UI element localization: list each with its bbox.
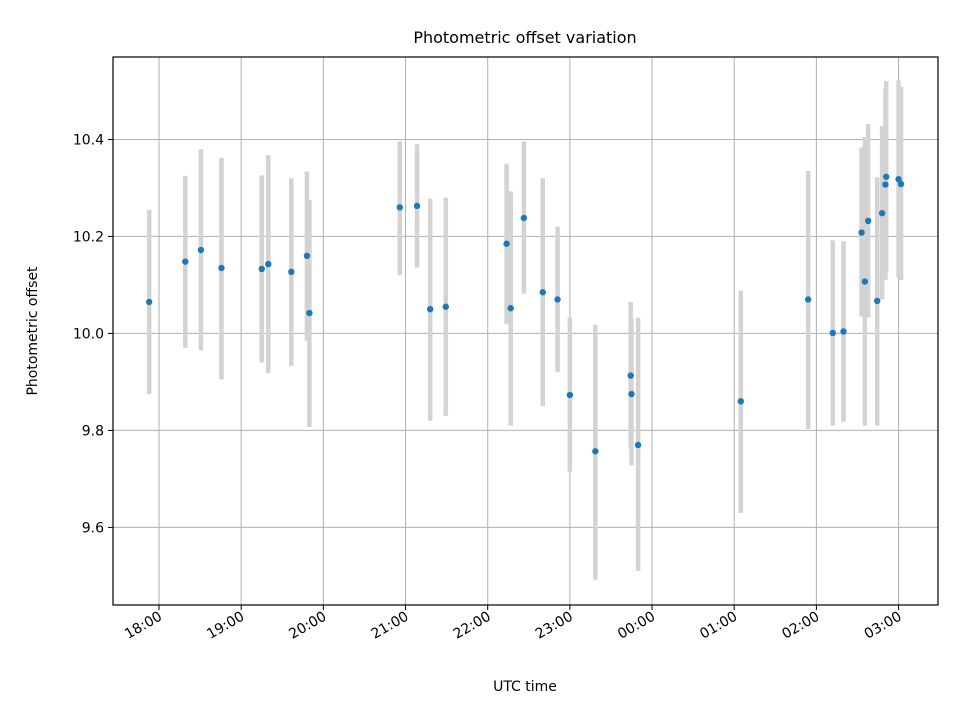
data-point [566, 391, 574, 399]
data-point [592, 448, 599, 455]
x-axis-ticks: 18:00 19:00 20:00 21:00 22:00 23:00 00:00 01:00… [122, 605, 905, 643]
data-point [288, 268, 295, 276]
data-point [628, 390, 635, 398]
data-point [627, 372, 634, 379]
x-tick-label: 19:00 [204, 609, 247, 643]
data-point [883, 173, 890, 180]
data-point [861, 278, 869, 285]
data-point [507, 305, 514, 312]
plot-frame [112, 56, 939, 606]
y-axis-label: Photometric offset [25, 266, 41, 396]
data-point [897, 180, 905, 188]
data-point [554, 296, 561, 303]
data-point [878, 209, 886, 217]
y-tick-label: 10.2 [73, 229, 104, 245]
x-axis-label: UTC time [493, 679, 557, 695]
x-tick-label: 03:00 [862, 609, 905, 643]
data-point [520, 214, 528, 222]
data-point [145, 298, 153, 306]
grid-lines [113, 57, 938, 605]
y-tick-label: 10.4 [73, 132, 104, 148]
data-point [182, 258, 189, 265]
data-point [858, 229, 865, 236]
data-point [864, 217, 872, 225]
data-point [503, 240, 510, 247]
data-point [265, 260, 272, 268]
x-tick-label: 20:00 [286, 609, 329, 643]
data-point [840, 328, 847, 335]
data-point [258, 265, 265, 273]
data-point [442, 303, 449, 310]
data-point [426, 305, 434, 313]
data-point [882, 181, 889, 188]
y-axis-ticks: 9.6 9.8 10.0 10.2 10.4 [73, 132, 113, 536]
data-point [737, 398, 744, 405]
data-point [306, 309, 313, 317]
data-point [804, 296, 812, 303]
data-point [539, 289, 546, 296]
data-point [413, 202, 421, 210]
y-tick-label: 9.6 [82, 520, 104, 536]
x-tick-label: 22:00 [451, 609, 494, 643]
data-point [396, 204, 403, 211]
x-tick-label: 21:00 [369, 609, 412, 643]
x-tick-label: 02:00 [779, 609, 822, 643]
x-tick-label: 01:00 [697, 609, 740, 643]
data-point [634, 441, 642, 449]
data-point [829, 329, 837, 337]
data-point [895, 176, 902, 183]
y-tick-label: 10.0 [73, 326, 104, 342]
y-tick-label: 9.8 [82, 423, 104, 439]
x-tick-label: 00:00 [615, 609, 658, 643]
data-point [218, 264, 225, 272]
data-point [197, 246, 205, 254]
x-tick-label: 23:00 [533, 609, 576, 643]
error-bars [146, 80, 904, 580]
chart-title: Photometric offset variation [413, 28, 636, 47]
data-point [303, 252, 311, 260]
data-points [145, 173, 905, 455]
data-point [873, 297, 881, 305]
x-tick-label: 18:00 [122, 609, 165, 643]
